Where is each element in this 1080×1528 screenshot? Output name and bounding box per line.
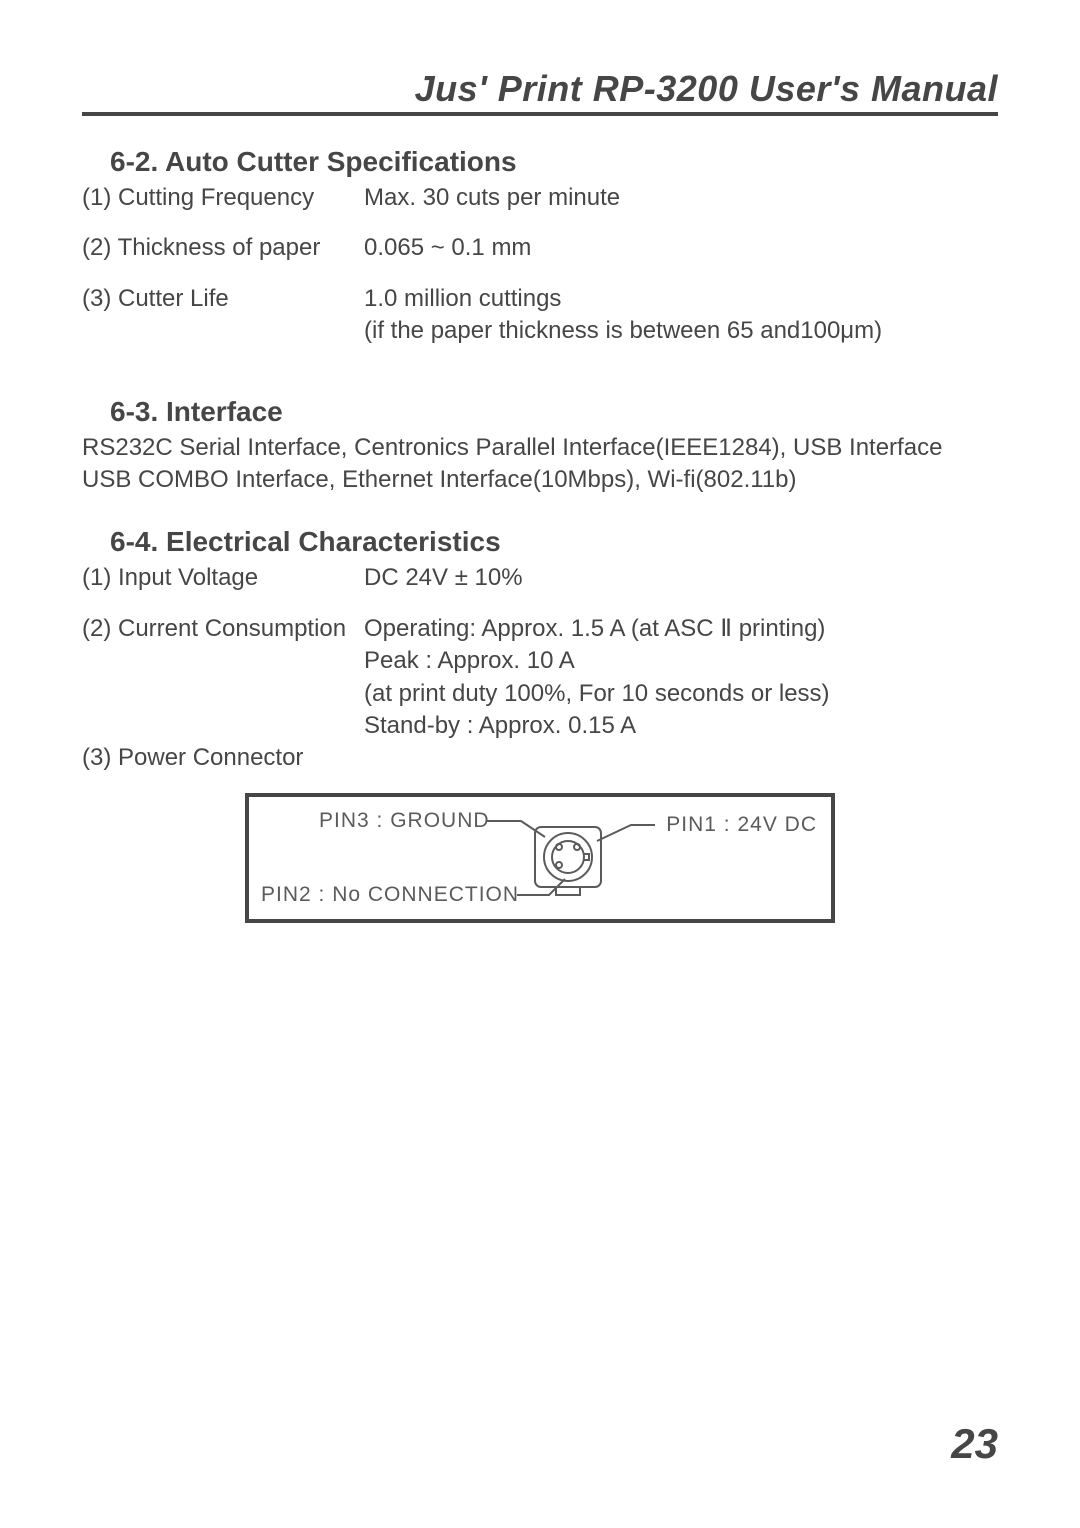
- spec-value-current-consumption: Operating: Approx. 1.5 A (at ASC Ⅱ print…: [364, 613, 998, 743]
- spec-label-power-connector: (3) Power Connector: [82, 742, 364, 774]
- document-title: Jus' Print RP-3200 User's Manual: [282, 68, 998, 110]
- spec-label-paper-thickness: (2) Thickness of paper: [82, 232, 364, 264]
- interface-body: RS232C Serial Interface, Centronics Para…: [82, 432, 998, 497]
- spec-label-current-consumption: (2) Current Consumption: [82, 613, 364, 743]
- section-heading-6-4: 6-4. Electrical Characteristics: [110, 526, 998, 558]
- page-number: 23: [951, 1420, 998, 1468]
- connector-svg: [249, 797, 831, 919]
- spec-row: (3) Power Connector: [82, 742, 998, 774]
- page-header: Jus' Print RP-3200 User's Manual: [82, 68, 998, 116]
- spec-row: (2) Current Consumption Operating: Appro…: [82, 613, 998, 743]
- spec-label-cutter-life: (3) Cutter Life: [82, 283, 364, 348]
- spec-value-cutter-life: 1.0 million cuttings (if the paper thick…: [364, 283, 998, 348]
- spec-value-input-voltage: DC 24V ± 10%: [364, 562, 998, 594]
- manual-page: Jus' Print RP-3200 User's Manual 6-2. Au…: [0, 0, 1080, 1528]
- spec-row: (1) Cutting Frequency Max. 30 cuts per m…: [82, 182, 998, 214]
- spec-value-cutting-frequency: Max. 30 cuts per minute: [364, 182, 998, 214]
- spec-value-power-connector: [364, 742, 998, 774]
- spec-value-paper-thickness: 0.065 ~ 0.1 mm: [364, 232, 998, 264]
- section-heading-6-3: 6-3. Interface: [110, 396, 998, 428]
- spec-label-cutting-frequency: (1) Cutting Frequency: [82, 182, 364, 214]
- spec-row: (2) Thickness of paper 0.065 ~ 0.1 mm: [82, 232, 998, 264]
- section-heading-6-2: 6-2. Auto Cutter Specifications: [110, 146, 998, 178]
- power-connector-diagram: PIN3 : GROUND PIN1 : 24V DC PIN2 : No CO…: [245, 793, 835, 923]
- spec-label-input-voltage: (1) Input Voltage: [82, 562, 364, 594]
- spec-row: (3) Cutter Life 1.0 million cuttings (if…: [82, 283, 998, 348]
- spec-row: (1) Input Voltage DC 24V ± 10%: [82, 562, 998, 594]
